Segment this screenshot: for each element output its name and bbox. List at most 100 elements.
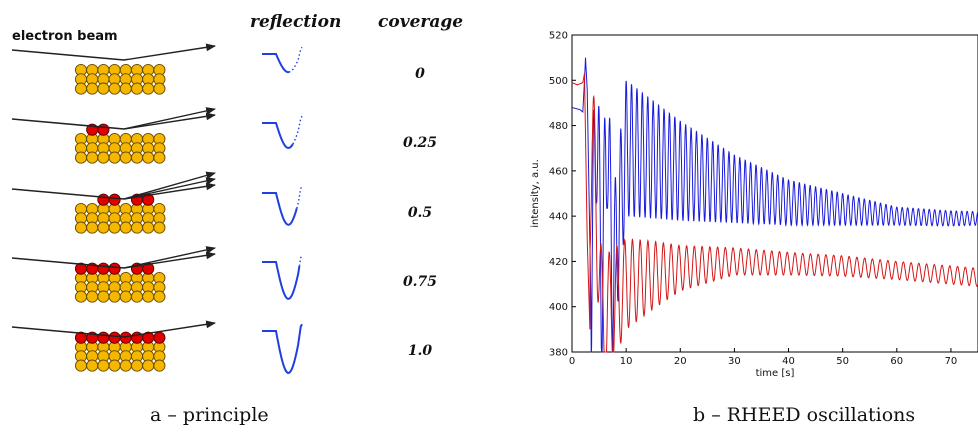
diagram-row: 0 bbox=[11, 43, 425, 95]
substrate-atom bbox=[86, 82, 99, 95]
reflection-curve bbox=[262, 261, 301, 300]
substrate-atom bbox=[142, 151, 155, 164]
y-tick-label: 480 bbox=[549, 121, 568, 132]
series-line-red bbox=[571, 73, 978, 353]
diagram-row: 1.0 bbox=[11, 320, 433, 374]
substrate-atom bbox=[153, 82, 166, 95]
substrate-atom bbox=[86, 151, 99, 164]
coverage-value: 0 bbox=[415, 66, 425, 82]
chart-series bbox=[571, 57, 978, 353]
substrate-atom bbox=[119, 221, 132, 234]
diagram-row: 0.5 bbox=[11, 171, 432, 234]
x-tick-label: 50 bbox=[836, 356, 849, 367]
substrate-atom bbox=[142, 290, 155, 303]
substrate-atom bbox=[153, 359, 166, 372]
coverage-value: 0.75 bbox=[403, 274, 437, 290]
reflected-beam bbox=[123, 320, 216, 338]
substrate-atom bbox=[153, 221, 166, 234]
substrate-atom bbox=[74, 290, 88, 303]
substrate-atom bbox=[153, 290, 166, 303]
x-tick-label: 60 bbox=[890, 356, 903, 367]
electron-beam-label: electron beam bbox=[12, 29, 118, 44]
y-tick-label: 500 bbox=[549, 76, 568, 87]
substrate-atom bbox=[142, 82, 155, 95]
incident-beam bbox=[11, 257, 125, 269]
substrate-atom bbox=[97, 151, 110, 164]
adatom bbox=[119, 331, 132, 344]
substrate-atom bbox=[130, 290, 144, 303]
reflection-curve bbox=[262, 323, 303, 374]
substrate-atom bbox=[86, 290, 99, 303]
coverage-value: 0.25 bbox=[403, 135, 437, 151]
y-tick-label: 400 bbox=[549, 302, 568, 313]
chart-axes: 380 400 420 440 460 480 500 520 0 10 20 30 40 50 60 70 bbox=[549, 31, 978, 367]
substrate-atom bbox=[130, 221, 144, 234]
adatom bbox=[108, 193, 121, 206]
coverage-value: 0.5 bbox=[408, 205, 432, 221]
y-tick-label: 440 bbox=[549, 212, 568, 223]
y-tick-label: 520 bbox=[549, 31, 568, 42]
substrate-atom bbox=[108, 290, 121, 303]
coverage-header: coverage bbox=[378, 12, 463, 32]
substrate-atom bbox=[108, 221, 121, 234]
adatom bbox=[97, 123, 110, 136]
substrate-atom bbox=[119, 359, 132, 372]
reflected-beam bbox=[123, 171, 216, 200]
substrate-atom bbox=[142, 359, 155, 372]
x-tick-label: 70 bbox=[945, 356, 958, 367]
caption-b: b – RHEED oscillations bbox=[693, 404, 916, 426]
reflection-header: reflection bbox=[250, 12, 341, 32]
substrate-atom bbox=[74, 151, 88, 164]
x-tick-label: 30 bbox=[728, 356, 741, 367]
adatom bbox=[97, 331, 110, 344]
reflection-curve bbox=[262, 122, 294, 149]
plot-frame bbox=[571, 34, 978, 353]
rheed-oscillations-chart: 380 400 420 440 460 480 500 520 0 10 20 30 40 50 60 70 … bbox=[500, 0, 978, 395]
reflection-curve-dotted bbox=[288, 46, 303, 73]
coverage-value: 1.0 bbox=[408, 343, 433, 359]
substrate-atom bbox=[108, 82, 121, 95]
diagram-row: 0.75 bbox=[11, 246, 437, 303]
reflection-curve bbox=[262, 192, 298, 226]
substrate-atom bbox=[74, 359, 88, 372]
y-tick-label: 460 bbox=[549, 166, 568, 177]
reflection-curve bbox=[262, 53, 290, 74]
substrate-atom bbox=[130, 82, 144, 95]
substrate-atom bbox=[119, 151, 132, 164]
y-axis-label: intensity, a.u. bbox=[530, 159, 541, 228]
substrate-atom bbox=[86, 221, 99, 234]
substrate-atom bbox=[119, 290, 132, 303]
reflected-beam bbox=[123, 107, 216, 130]
adatom bbox=[108, 262, 121, 275]
reflection-curve-dotted bbox=[292, 115, 303, 145]
substrate-atom bbox=[97, 359, 110, 372]
series-line-blue bbox=[571, 57, 978, 353]
substrate-atom bbox=[74, 82, 88, 95]
adatom bbox=[153, 331, 166, 344]
reflected-beam bbox=[123, 246, 216, 269]
y-tick-label: 420 bbox=[549, 257, 568, 268]
substrate-atom bbox=[97, 290, 110, 303]
principle-diagram: electron beam reflection coverage 0 0.25 0… bbox=[0, 0, 470, 395]
substrate-atom bbox=[97, 82, 110, 95]
diagram-rows: 0 0.25 0.5 0.75 1.0 bbox=[11, 43, 437, 374]
reflected-beam bbox=[123, 112, 216, 130]
x-tick-label: 10 bbox=[620, 356, 633, 367]
substrate-atom bbox=[142, 221, 155, 234]
substrate-atom bbox=[119, 82, 132, 95]
adatom bbox=[97, 193, 110, 206]
substrate-atom bbox=[130, 359, 144, 372]
x-tick-label: 40 bbox=[782, 356, 795, 367]
incident-beam bbox=[11, 49, 125, 61]
substrate-atom bbox=[74, 221, 88, 234]
substrate-atom bbox=[86, 359, 99, 372]
incident-beam bbox=[11, 188, 125, 200]
substrate-atom bbox=[108, 151, 121, 164]
x-tick-label: 0 bbox=[569, 356, 575, 367]
substrate-atom bbox=[97, 221, 110, 234]
x-axis-label: time [s] bbox=[756, 368, 795, 379]
reflection-curve-dotted bbox=[298, 254, 303, 267]
incident-beam bbox=[11, 326, 125, 338]
substrate-atom bbox=[108, 359, 121, 372]
